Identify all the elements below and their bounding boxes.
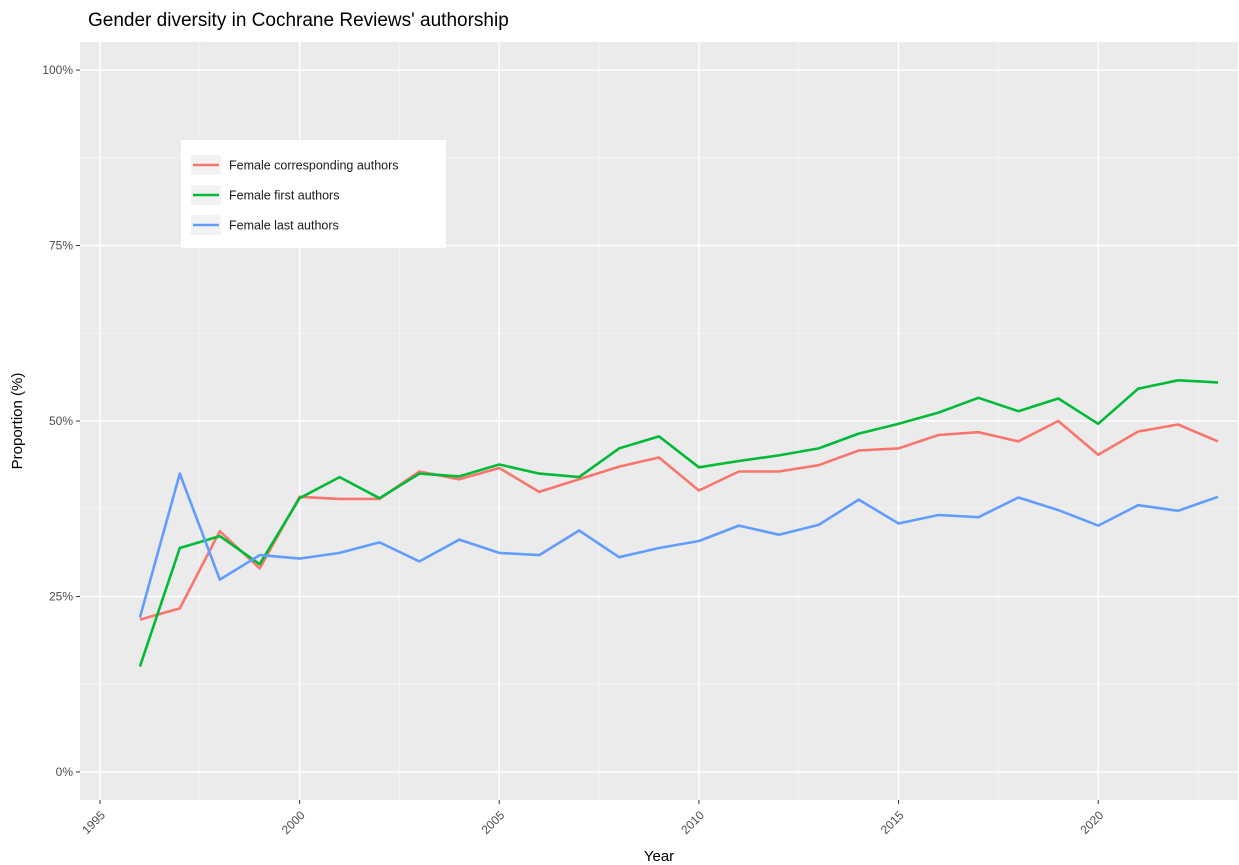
x-axis-title: Year	[644, 848, 674, 865]
x-tick-label: 1995	[79, 808, 108, 837]
y-tick-label: 100%	[42, 63, 73, 77]
major-gridlines	[80, 42, 1238, 800]
series-line-3	[138, 472, 1219, 618]
legend-box	[181, 140, 446, 248]
x-tick-label: 2005	[479, 808, 508, 837]
x-tick-label: 2010	[678, 808, 707, 837]
x-tick-label: 2015	[878, 808, 907, 837]
series-line-1	[139, 419, 1219, 621]
y-tick-label: 25%	[49, 589, 73, 603]
y-tick-label: 0%	[56, 765, 74, 779]
legend-label-2: Female first authors	[229, 189, 339, 203]
x-tick-label: 2020	[1078, 808, 1107, 837]
series-line-2	[138, 378, 1219, 668]
chart-title: Gender diversity in Cochrane Reviews' au…	[88, 10, 509, 31]
y-axis: 0% 25% 50% 75% 100%	[42, 63, 80, 779]
y-tick-label: 75%	[49, 239, 73, 253]
legend-label-1: Female corresponding authors	[229, 159, 399, 173]
legend: Female corresponding authors Female first…	[181, 140, 446, 248]
y-axis-title: Proportion (%)	[9, 373, 26, 470]
legend-label-3: Female last authors	[229, 219, 339, 233]
x-axis: 1995 2000 2005 2010 2015 2020	[79, 800, 1107, 837]
series-lines	[138, 378, 1219, 668]
y-tick-label: 50%	[49, 414, 73, 428]
x-tick-label: 2000	[279, 808, 308, 837]
